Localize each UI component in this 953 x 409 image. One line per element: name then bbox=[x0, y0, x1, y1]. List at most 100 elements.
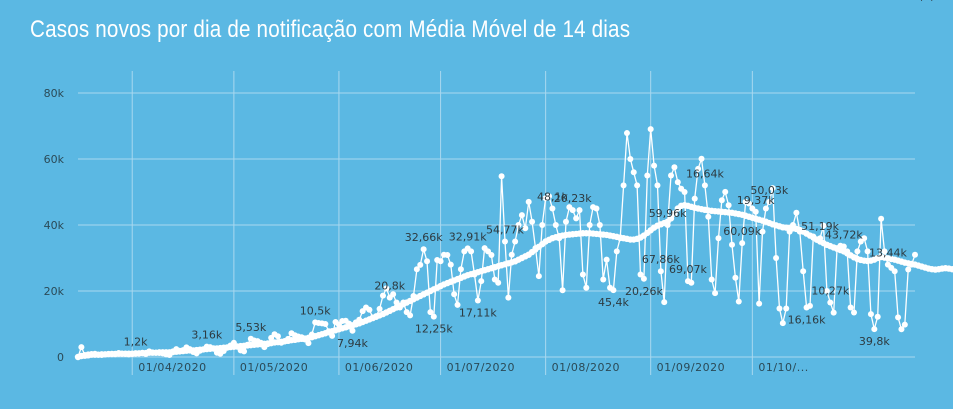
daily-cases-point bbox=[512, 238, 519, 245]
daily-cases-point bbox=[912, 251, 918, 258]
daily-cases-point bbox=[488, 252, 495, 259]
data-label: 20,23k bbox=[554, 192, 592, 205]
daily-cases-point bbox=[712, 290, 719, 297]
daily-cases-point bbox=[657, 268, 664, 275]
daily-cases-point bbox=[854, 248, 861, 255]
daily-cases-point bbox=[610, 287, 617, 294]
data-label: 50,03k bbox=[750, 184, 788, 197]
daily-cases-point bbox=[478, 278, 485, 285]
y-tick-label: 80k bbox=[44, 87, 65, 100]
daily-cases-point bbox=[366, 306, 373, 313]
daily-cases-point bbox=[715, 235, 722, 242]
daily-cases-point bbox=[376, 305, 383, 312]
daily-cases-point bbox=[766, 198, 773, 205]
data-label: 3,16k bbox=[191, 329, 222, 342]
x-tick-label: 01/09/2020 bbox=[657, 361, 725, 374]
daily-cases-point bbox=[474, 297, 481, 304]
daily-cases-point bbox=[596, 222, 603, 228]
data-label: 1,2k bbox=[124, 336, 148, 349]
daily-cases-point bbox=[241, 348, 248, 355]
data-label: 48,1k bbox=[537, 191, 568, 204]
daily-cases-point bbox=[874, 313, 881, 320]
daily-cases-point bbox=[864, 248, 871, 255]
daily-cases-point bbox=[644, 172, 651, 179]
daily-cases-point bbox=[379, 292, 386, 299]
daily-cases-point bbox=[827, 299, 834, 306]
daily-cases-point bbox=[820, 222, 827, 229]
daily-cases-point bbox=[745, 200, 752, 207]
daily-cases-point bbox=[305, 340, 312, 347]
daily-cases-point bbox=[661, 299, 668, 306]
daily-cases-point bbox=[576, 207, 583, 214]
data-label: 32,91k bbox=[449, 230, 487, 243]
data-label: 8,46k bbox=[913, 0, 944, 3]
x-tick-label: 01/10/... bbox=[758, 361, 808, 374]
daily-cases-point bbox=[830, 309, 837, 316]
daily-cases-point bbox=[498, 173, 505, 180]
daily-cases-point bbox=[437, 258, 444, 265]
daily-cases-point bbox=[881, 248, 888, 255]
daily-cases-point bbox=[417, 261, 424, 268]
daily-cases-point bbox=[501, 238, 508, 245]
daily-cases-point bbox=[623, 130, 630, 137]
data-label: 16,16k bbox=[788, 314, 826, 327]
daily-cases-point bbox=[454, 301, 461, 308]
daily-cases-point bbox=[579, 271, 586, 278]
daily-cases-point bbox=[718, 197, 725, 204]
daily-cases-point bbox=[701, 182, 708, 189]
daily-cases-point bbox=[759, 228, 766, 235]
daily-cases-point bbox=[424, 258, 431, 265]
y-tick-label: 40k bbox=[44, 219, 65, 232]
daily-cases-point bbox=[349, 327, 356, 334]
daily-cases-point bbox=[878, 215, 885, 222]
daily-cases-point bbox=[525, 198, 532, 205]
moving-average-point bbox=[949, 266, 953, 273]
data-label: 16,64k bbox=[686, 167, 724, 180]
daily-cases-point bbox=[823, 288, 830, 294]
daily-cases-point bbox=[898, 326, 905, 333]
y-tick-label: 60k bbox=[44, 153, 65, 166]
daily-cases-point bbox=[783, 305, 790, 312]
daily-cases-point bbox=[413, 266, 420, 273]
daily-cases-point bbox=[508, 251, 515, 258]
daily-cases-point bbox=[708, 276, 715, 283]
data-label: 67,86k bbox=[642, 253, 680, 266]
daily-cases-point bbox=[674, 179, 681, 186]
x-tick-label: 01/04/2020 bbox=[138, 361, 206, 374]
daily-cases-point bbox=[806, 302, 813, 309]
daily-cases-point bbox=[735, 298, 742, 305]
daily-cases-point bbox=[752, 208, 759, 215]
daily-cases-point bbox=[78, 344, 85, 351]
daily-cases-point bbox=[518, 212, 525, 219]
daily-cases-point bbox=[451, 291, 458, 298]
daily-cases-point bbox=[698, 155, 705, 162]
data-label: 19,37k bbox=[737, 194, 775, 207]
data-label: 51,19k bbox=[801, 220, 839, 233]
daily-cases-point bbox=[776, 305, 783, 312]
daily-cases-point bbox=[383, 285, 390, 292]
daily-cases-point bbox=[593, 205, 600, 212]
daily-cases-point bbox=[756, 300, 763, 307]
daily-cases-point bbox=[705, 213, 712, 220]
daily-cases-point bbox=[725, 202, 732, 209]
daily-cases-point bbox=[600, 276, 607, 283]
data-label: 39,8k bbox=[859, 335, 890, 348]
daily-cases-point bbox=[762, 205, 769, 212]
daily-cases-point bbox=[695, 165, 702, 172]
daily-cases-point bbox=[905, 266, 912, 273]
data-label: 12,25k bbox=[415, 323, 453, 336]
daily-cases-point bbox=[634, 182, 641, 189]
daily-cases-point bbox=[539, 222, 546, 228]
daily-cases-point bbox=[586, 222, 593, 228]
daily-cases-point bbox=[546, 193, 553, 200]
daily-cases-point bbox=[427, 309, 434, 316]
y-tick-label: 20k bbox=[44, 285, 65, 298]
daily-cases-point bbox=[681, 189, 688, 195]
daily-cases-point bbox=[468, 248, 475, 255]
x-tick-label: 01/06/2020 bbox=[345, 361, 413, 374]
daily-cases-point bbox=[407, 312, 414, 319]
data-label: 60,09k bbox=[723, 225, 761, 238]
daily-cases-point bbox=[851, 309, 858, 316]
daily-cases-point bbox=[637, 271, 644, 278]
